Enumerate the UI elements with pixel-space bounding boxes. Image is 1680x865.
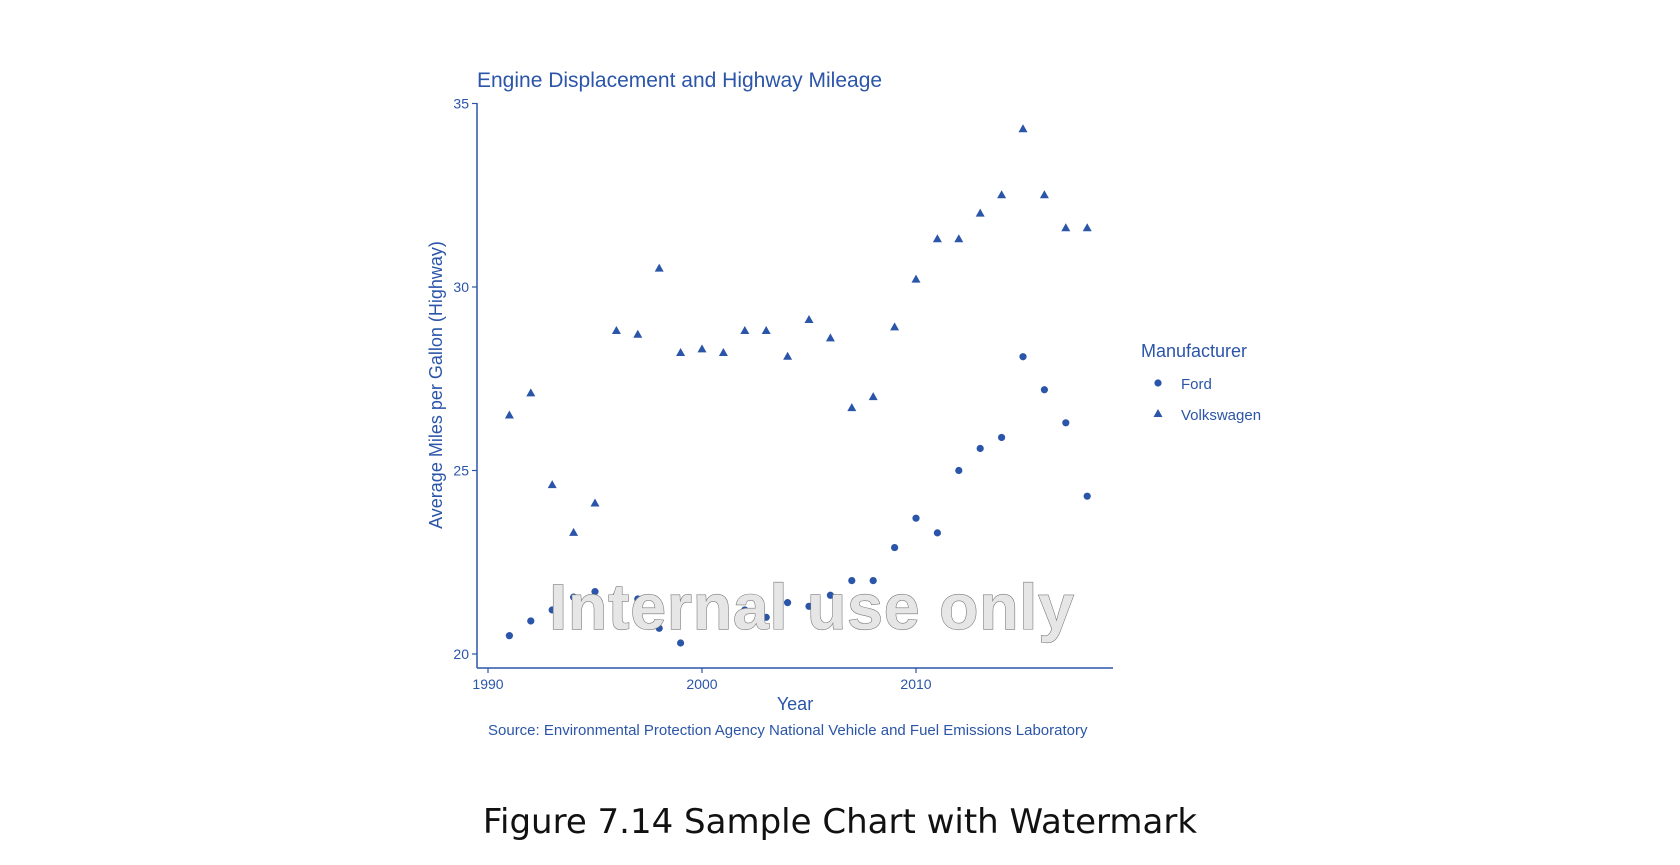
x-tick-label: 1990	[472, 676, 503, 692]
volkswagen-point	[997, 190, 1007, 199]
ford-point	[848, 577, 856, 585]
legend-ford-label: Ford	[1181, 376, 1212, 393]
volkswagen-point	[1082, 223, 1092, 232]
volkswagen-point	[761, 326, 771, 335]
volkswagen-point	[911, 274, 921, 283]
volkswagen-point	[676, 348, 686, 357]
volkswagen-point	[975, 208, 985, 217]
ford-point	[826, 591, 835, 599]
ford-point	[933, 529, 942, 537]
ford-point	[548, 606, 556, 614]
ford-point	[784, 599, 792, 607]
ford-point	[741, 606, 749, 614]
source-note: Source: Environmental Protection Agency …	[488, 722, 1088, 739]
volkswagen-point	[697, 344, 707, 353]
ford-point	[719, 617, 728, 625]
volkswagen-point	[569, 527, 579, 536]
x-axis-ticks: 1990 2000 2010	[472, 668, 932, 692]
volkswagen-point	[868, 392, 878, 401]
legend-volkswagen-marker	[1153, 409, 1163, 417]
volkswagen-point	[890, 322, 900, 331]
volkswagen-point	[1039, 190, 1049, 199]
y-tick-label: 25	[453, 463, 469, 479]
ford-point	[891, 543, 899, 552]
volkswagen-point	[718, 348, 728, 357]
volkswagen-point	[611, 326, 621, 335]
volkswagen-point	[526, 388, 536, 397]
ford-point	[634, 595, 642, 603]
ford-point	[527, 617, 535, 625]
ford-point	[570, 593, 578, 601]
x-tick-label: 2010	[900, 676, 931, 692]
figure-caption: Figure 7.14 Sample Chart with Watermark	[482, 802, 1198, 842]
volkswagen-point	[504, 410, 514, 419]
volkswagen-point	[633, 329, 643, 338]
ford-point	[591, 588, 599, 596]
volkswagen-point	[1061, 223, 1071, 232]
ford-point	[1019, 353, 1027, 361]
ford-point	[612, 591, 621, 599]
ford-point	[762, 613, 770, 621]
ford-point	[805, 602, 813, 610]
watermark: Internal use only	[549, 571, 1075, 643]
volkswagen-point	[932, 234, 942, 243]
y-tick-label: 20	[453, 646, 469, 662]
volkswagen-point	[1018, 124, 1028, 133]
y-tick-label: 35	[453, 96, 469, 112]
chart-title: Engine Displacement and Highway Mileage	[477, 69, 882, 92]
ford-point	[1083, 492, 1091, 500]
data-points	[504, 124, 1092, 647]
legend-title: Manufacturer	[1141, 341, 1247, 361]
volkswagen-point	[740, 326, 750, 335]
ford-point	[912, 514, 920, 522]
y-axis-ticks: 20 25 30 35	[453, 96, 477, 662]
legend-volkswagen-label: Volkswagen	[1181, 407, 1261, 424]
ford-point	[869, 577, 877, 585]
ford-point	[1062, 419, 1070, 427]
legend-ford-marker	[1154, 379, 1162, 387]
volkswagen-point	[804, 315, 814, 324]
volkswagen-point	[547, 480, 557, 489]
volkswagen-point	[954, 234, 964, 243]
volkswagen-point	[654, 263, 664, 272]
y-axis-label: Average Miles per Gallon (Highway)	[426, 241, 446, 529]
volkswagen-point	[783, 351, 793, 360]
volkswagen-point	[847, 403, 857, 412]
ford-point	[677, 639, 685, 647]
volkswagen-point	[825, 333, 835, 342]
ford-point	[505, 632, 513, 640]
ford-point	[976, 444, 984, 453]
volkswagen-point	[590, 498, 600, 507]
y-tick-label: 30	[453, 279, 469, 295]
ford-point	[1040, 386, 1048, 394]
ford-point	[955, 466, 963, 475]
ford-point	[998, 433, 1006, 442]
x-tick-label: 2000	[686, 676, 717, 692]
ford-point	[698, 602, 706, 610]
legend: Manufacturer Ford Volkswagen	[1141, 341, 1261, 424]
ford-point	[655, 624, 663, 632]
x-axis-label: Year	[777, 694, 813, 714]
